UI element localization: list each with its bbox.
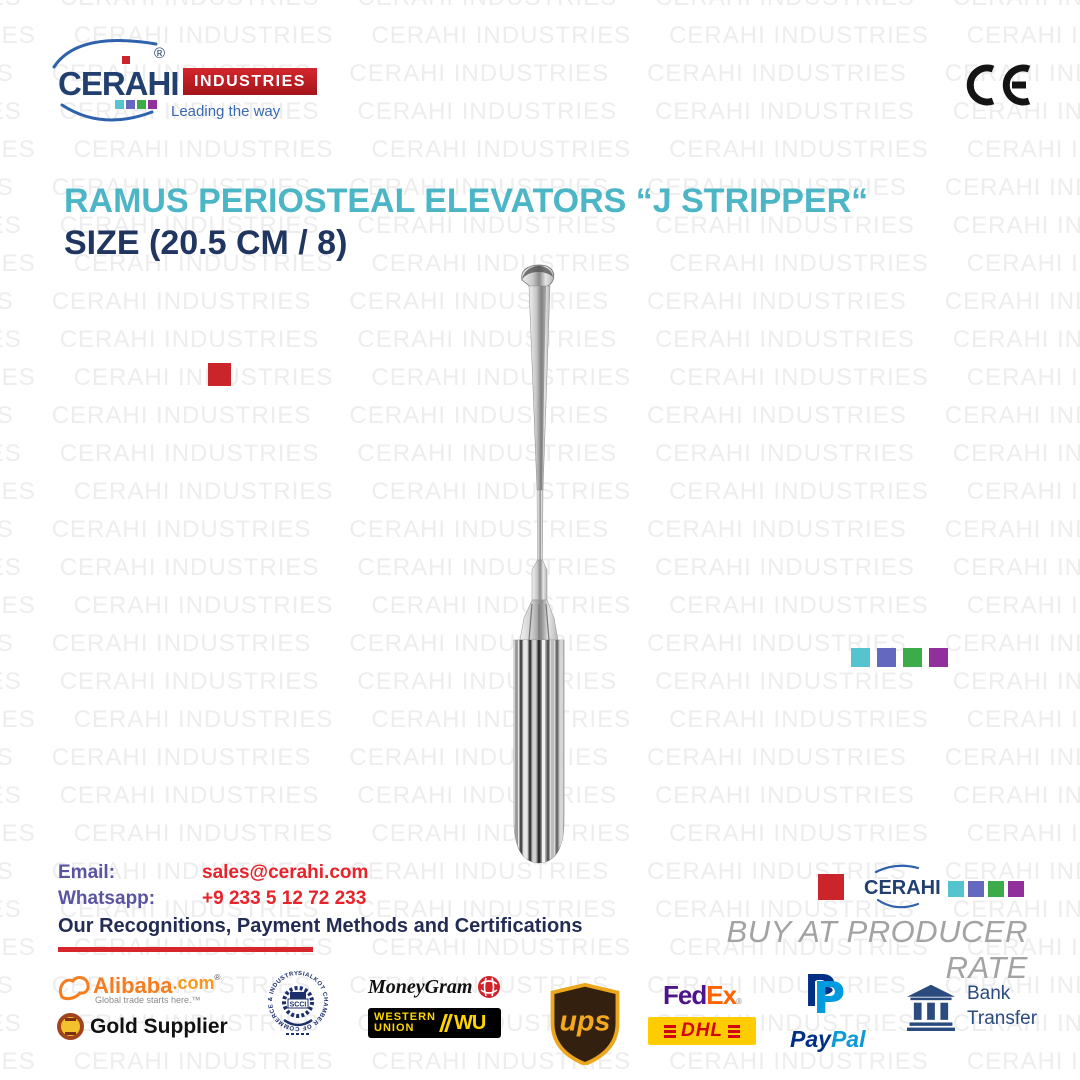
instrument-blade [528,285,551,491]
watermark-row: CERAHI INDUSTRIES CERAHI INDUSTRIES CERA… [0,136,1080,163]
contact-block: Email: sales@cerahi.com Whatsapp: +9 233… [58,862,583,952]
alibaba-figure-icon [58,976,90,1001]
square-purple [929,648,948,667]
whatsapp-value: +9 233 5 12 72 233 [202,888,367,909]
gold-supplier-label: Gold Supplier [90,1014,228,1038]
bank-building-icon [907,984,955,1031]
brand-color-squares [115,100,157,109]
ce-mark-icon [966,64,1031,106]
product-photo-ramus-elevator [513,264,565,864]
logo-oval-arcs-icon [52,39,158,122]
square-green [988,881,1004,897]
recognitions-heading: Our Recognitions, Payment Methods and Ce… [58,915,583,937]
email-value: sales@cerahi.com [202,862,369,883]
accent-squares-right [851,648,948,667]
whatsapp-row: Whatsapp: +9 233 5 12 72 233 [58,888,583,914]
square-indigo [126,100,135,109]
brand-logo: ® CERAHI INDUSTRIES Leading the way [50,35,350,145]
moneygram-westernunion-block: MoneyGram WESTERN UNION WU [368,975,513,1038]
watermark-row: CERAHI INDUSTRIES CERAHI INDUSTRIES CERA… [0,212,1080,239]
watermark-row: CERAHI INDUSTRIES CERAHI INDUSTRIES CERA… [0,60,1080,87]
watermark-row: CERAHI INDUSTRIES CERAHI INDUSTRIES CERA… [0,1048,1080,1075]
slogan: BUY AT PRODUCER RATE [726,914,1028,985]
scci-chamber-seal: SIALKOT CHAMBER OF COMMERCE & INDUSTRY S… [268,971,328,1035]
dhl-stripes-left-icon [663,1024,676,1038]
scci-center-text: SCCI [290,1002,307,1009]
footer-logo-arcs-icon [874,864,920,909]
watermark-row: CERAHI INDUSTRIES CERAHI INDUSTRIES CERA… [0,972,1080,999]
square-green [137,100,146,109]
square-teal [115,100,124,109]
fedex-part1: Fed [663,980,707,1010]
registered-mark: ® [154,45,166,62]
fedex-logo: FedEx® [648,980,756,1011]
paypal-part2: Pal [830,1026,866,1052]
moneygram-globe-icon [478,976,501,998]
watermark-row: CERAHI INDUSTRIES CERAHI INDUSTRIES CERA… [0,896,1080,923]
dhl-wordmark: DHL [680,1020,724,1041]
whatsapp-label: Whatsapp: [58,888,156,909]
footer-color-squares [948,881,1024,897]
dhl-stripes-right-icon [728,1024,741,1038]
moneygram-wordmark: MoneyGram [368,975,473,998]
email-label: Email: [58,862,116,883]
watermark-row: CERAHI INDUSTRIES CERAHI INDUSTRIES CERA… [0,98,1080,125]
logo-red-square [122,56,130,64]
instrument-shaft [536,489,544,561]
western-union-word1: WESTERN [374,1011,436,1023]
watermark-row: CERAHI INDUSTRIES CERAHI INDUSTRIES CERA… [0,22,1080,49]
western-union-logo: WESTERN UNION WU [368,1008,501,1038]
square-teal [851,648,870,667]
footer-red-square [818,874,844,900]
red-underline [58,947,313,952]
watermark-row: CERAHI INDUSTRIES CERAHI INDUSTRIES CERA… [0,0,1080,12]
ups-wordmark: ups [560,1006,611,1038]
bank-transfer-block: Bank Transfer [905,982,1037,1031]
bank-transfer-word1: Bank [967,983,1011,1004]
alibaba-wordmark: Alibaba [93,973,173,998]
square-purple [148,100,157,109]
footer-mini-logo: CERAHI [818,862,1030,912]
alibaba-registered-mark: ® [214,973,221,982]
square-purple [1008,881,1024,897]
square-indigo [968,881,984,897]
watermark-row: CERAHI INDUSTRIES CERAHI INDUSTRIES CERA… [0,174,1080,201]
footer-brand-name: CERAHI [864,877,941,899]
square-teal [948,881,964,897]
product-title: RAMUS PERIOSTEAL ELEVATORS “J STRIPPER“ … [64,182,868,263]
alibaba-logo: Alibaba .com ® Global trade starts here.… [57,973,237,1040]
western-union-initials: WU [454,1011,486,1034]
western-union-word2: UNION [374,1022,415,1034]
square-indigo [877,648,896,667]
western-union-stripes-icon [439,1014,453,1032]
email-row: Email: sales@cerahi.com [58,862,583,888]
watermark-row: CERAHI INDUSTRIES CERAHI INDUSTRIES CERA… [0,1010,1080,1037]
bank-transfer-word2: Transfer [967,1007,1038,1029]
paypal-part1: Pay [790,1026,831,1052]
brand-industries-badge: INDUSTRIES [183,68,317,95]
dhl-logo: DHL [648,1017,756,1045]
fedex-registered-mark: ® [736,997,742,1006]
alibaba-tagline: Global trade starts here.™ [95,995,201,1005]
payment-logos-row: Alibaba .com ® Global trade starts here.… [0,965,1080,1080]
alibaba-dotcom: .com [172,973,215,993]
gold-supplier-coin-icon [57,1013,84,1040]
square-green [903,648,922,667]
product-title-line2: SIZE (20.5 CM / 8) [64,224,348,262]
brand-tagline: Leading the way [171,103,281,120]
ups-shield-logo: ups [550,982,620,1065]
product-title-line1: RAMUS PERIOSTEAL ELEVATORS “J STRIPPER“ [64,182,869,220]
brand-name: CERAHI [58,65,180,102]
accent-red-square [208,363,231,386]
fedex-part2: Ex [706,980,737,1010]
fedex-dhl-block: FedEx® DHL [648,980,756,1045]
